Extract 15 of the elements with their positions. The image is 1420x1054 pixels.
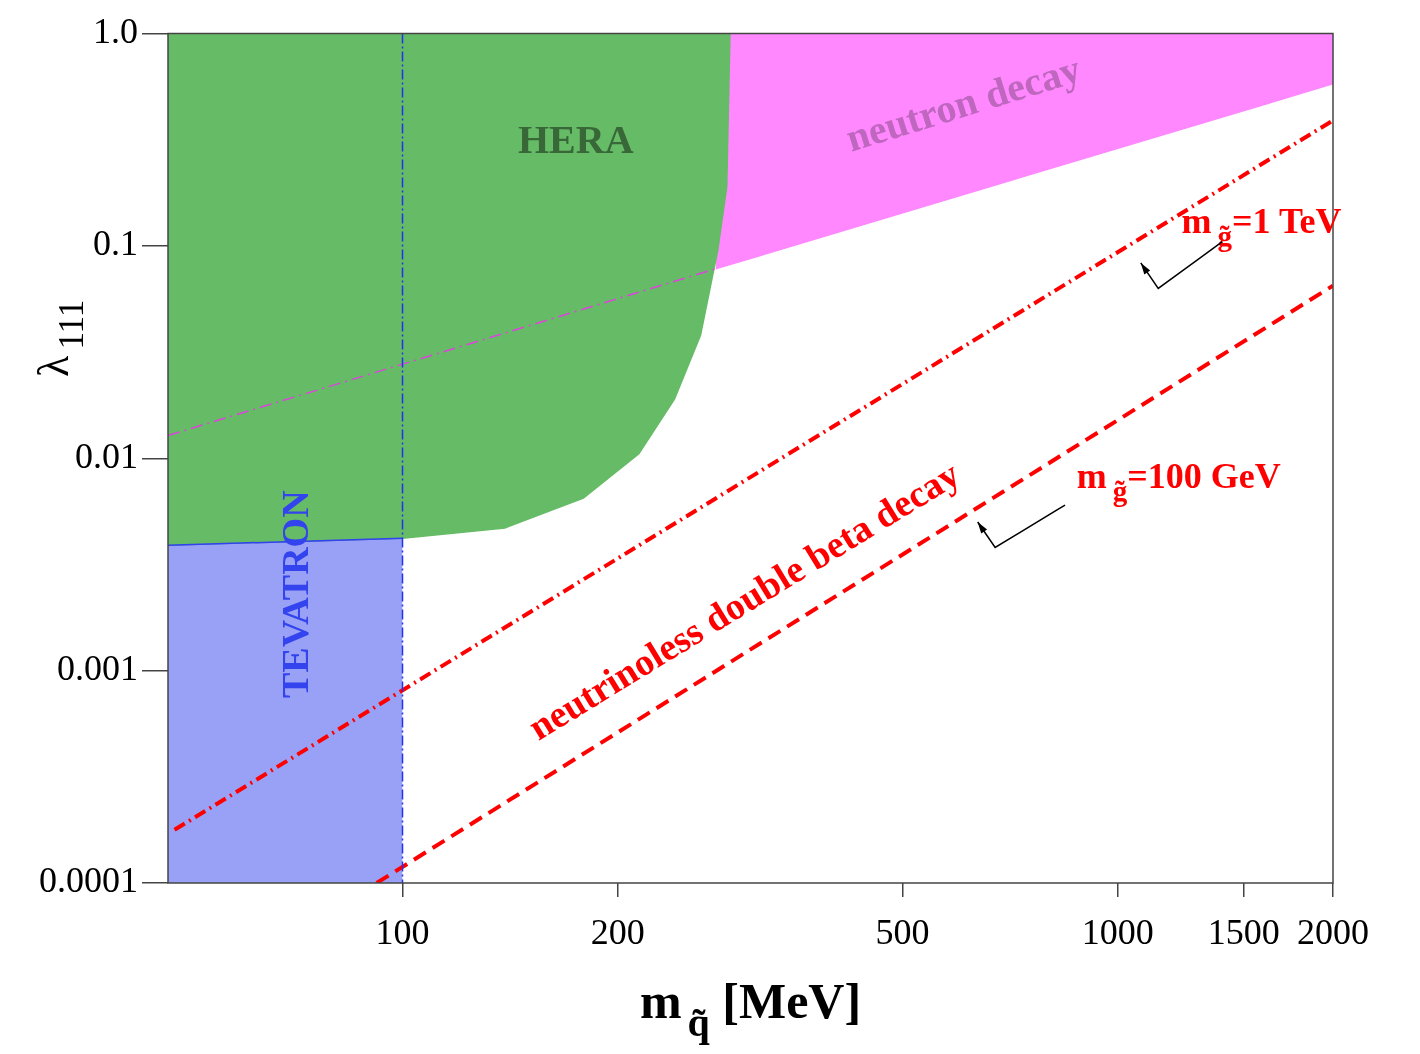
y-tick-label: 0.1	[93, 223, 138, 264]
y-tick-label: 1.0	[93, 11, 138, 52]
text: HERA	[517, 116, 634, 162]
x-tick-label: 1000	[1081, 912, 1154, 953]
y-tick-label: 0.0001	[39, 860, 138, 901]
x-tick-label: 100	[375, 912, 430, 953]
y-tick-label: 0.01	[75, 435, 138, 476]
x-tick-label: 200	[590, 912, 645, 953]
text: neutron decay	[840, 45, 1086, 161]
y-tick-label: 0.001	[57, 648, 138, 689]
x-tick-label: 1500	[1207, 912, 1280, 953]
x-tick-label: 2000	[1297, 912, 1369, 953]
text: TEVATRON	[273, 490, 316, 699]
y-axis-title: λ111	[29, 299, 92, 377]
x-tick-label: 500	[875, 912, 930, 953]
